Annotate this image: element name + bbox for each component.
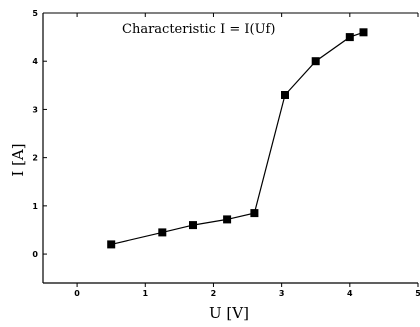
x-tick-label: 0 [74, 289, 80, 298]
ticks: 0 1 2 3 4 5 0 1 2 3 4 5 [32, 9, 420, 298]
data-point-marker [223, 215, 232, 224]
y-tick-label: 4 [32, 57, 38, 66]
data-point-marker [107, 240, 116, 249]
y-tick-label: 5 [32, 9, 38, 18]
x-axis-title: U [V] [209, 304, 249, 322]
x-tick-label: 3 [279, 289, 285, 298]
x-tick-label: 1 [142, 289, 148, 298]
data-point-marker [281, 91, 289, 99]
y-tick-label: 0 [32, 250, 38, 259]
y-axis-title: I [A] [9, 143, 27, 176]
data-point-marker [345, 33, 354, 42]
data-point-marker [158, 228, 167, 237]
axes [42, 12, 418, 284]
x-tick-label: 4 [347, 289, 353, 298]
data-point-marker [189, 221, 197, 230]
chart-title: Characteristic I = I(Uf) [122, 22, 275, 37]
x-tick-label: 2 [211, 289, 217, 298]
series [107, 28, 368, 249]
series-line [111, 31, 364, 245]
data-point-marker [359, 28, 368, 37]
y-tick-label: 3 [32, 105, 38, 114]
data-point-marker [311, 57, 320, 66]
data-point-marker [250, 209, 259, 218]
y-tick-label: 1 [32, 202, 38, 211]
y-tick-label: 2 [32, 154, 38, 163]
x-tick-label: 5 [415, 289, 420, 298]
